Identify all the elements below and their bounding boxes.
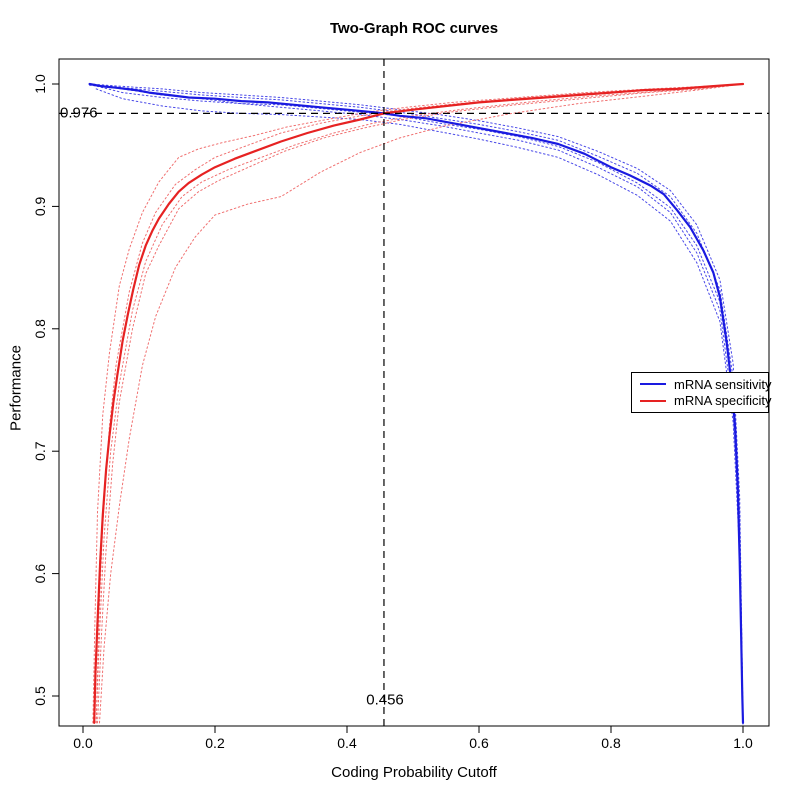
y-tick-label: 0.9 xyxy=(32,196,48,216)
y-tick-label: 0.5 xyxy=(32,686,48,706)
legend-box: mRNA sensitivity mRNA specificity xyxy=(631,372,772,413)
vertical-reference-value-label: 0.456 xyxy=(366,691,404,709)
series-mrna-specificity-fold-5 xyxy=(95,83,744,724)
series-mrna-specificity-fold-2 xyxy=(97,83,744,724)
y-tick-label: 0.7 xyxy=(32,441,48,461)
series-mrna-sensitivity-fold-2 xyxy=(92,84,744,725)
x-tick-label: 0.8 xyxy=(601,735,621,751)
legend-label-sensitivity: mRNA sensitivity xyxy=(674,376,772,392)
legend-item-sensitivity: mRNA sensitivity xyxy=(640,377,772,392)
series-mrna-sensitivity-fold-3 xyxy=(89,84,744,724)
series-mrna-specificity-fold-1 xyxy=(95,83,744,724)
x-tick-label: 0.2 xyxy=(205,735,225,751)
x-tick-label: 0.4 xyxy=(337,735,357,751)
x-tick-label: 1.0 xyxy=(733,735,753,751)
sensitivity-line-swatch xyxy=(640,383,666,386)
y-tick-label: 0.8 xyxy=(32,319,48,339)
y-tick-label: 0.6 xyxy=(32,564,48,584)
horizontal-reference-value-label: 0.976 xyxy=(60,104,98,122)
x-tick-label: 0.6 xyxy=(469,735,489,751)
plot-border-box xyxy=(58,58,770,727)
series-mrna-specificity-mean- xyxy=(93,82,745,725)
series-mrna-specificity-fold-3 xyxy=(99,83,744,724)
specificity-line-swatch xyxy=(640,399,666,402)
series-mrna-sensitivity-fold-4 xyxy=(95,88,744,726)
legend-label-specificity: mRNA specificity xyxy=(674,393,772,409)
legend-item-specificity: mRNA specificity xyxy=(640,393,772,408)
series-mrna-specificity-fold-4 xyxy=(92,83,744,724)
y-tick-label: 1.0 xyxy=(32,74,48,94)
chart-title: Two-Graph ROC curves xyxy=(329,20,499,37)
y-axis-title: Performance xyxy=(7,345,25,431)
series-mrna-sensitivity-fold-5 xyxy=(89,83,744,719)
x-axis-title: Coding Probability Cutoff xyxy=(331,764,497,781)
series-mrna-sensitivity-mean- xyxy=(88,82,745,725)
x-tick-label: 0.0 xyxy=(73,735,93,751)
